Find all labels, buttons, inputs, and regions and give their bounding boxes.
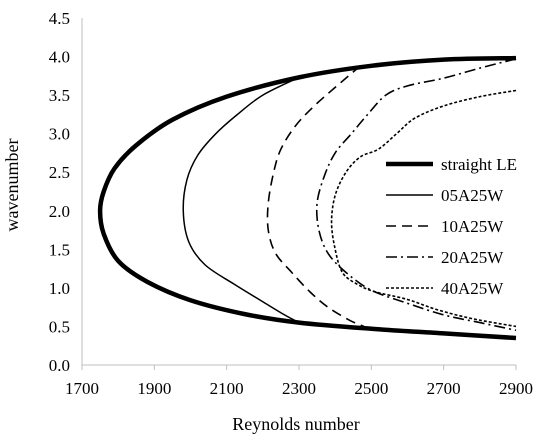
x-axis-title: Reynolds number: [232, 414, 360, 434]
y-tick-label: 0.0: [49, 356, 70, 375]
legend-label-05a25w: 05A25W: [441, 186, 504, 205]
x-tick-label: 2900: [499, 379, 533, 398]
x-tick-label: 1700: [65, 379, 99, 398]
y-tick-label: 3.5: [49, 86, 70, 105]
x-tick-label: 2700: [427, 379, 461, 398]
series-line-40a25w: [330, 89, 517, 328]
x-tick-label: 2300: [282, 379, 316, 398]
x-tick-label: 2100: [210, 379, 244, 398]
y-tick-label: 4.5: [49, 9, 70, 28]
y-tick-label: 0.5: [49, 317, 70, 336]
x-tick-label: 1900: [137, 379, 171, 398]
legend-label-straight-le: straight LE: [441, 155, 517, 174]
y-axis-title: wavenumber: [2, 139, 22, 232]
y-tick-label: 3.0: [49, 125, 70, 144]
legend-label-40a25w: 40A25W: [441, 279, 504, 298]
series-line-20a25w: [315, 58, 517, 332]
y-tick-label: 1.0: [49, 279, 70, 298]
y-tick-label: 2.0: [49, 202, 70, 221]
legend: straight LE 05A25W 10A25W 20A25W 40A25W: [386, 155, 517, 298]
series-line-05a25w: [182, 76, 300, 324]
legend-label-20a25w: 20A25W: [441, 248, 504, 267]
y-tick-label: 4.0: [49, 48, 70, 67]
legend-label-10a25w: 10A25W: [441, 217, 504, 236]
series-line-straight-le: [97, 55, 517, 341]
y-tick-label: 1.5: [49, 240, 70, 259]
x-tick-label: 2500: [354, 379, 388, 398]
series-layer: [97, 55, 517, 341]
series-line-10a25w: [266, 65, 365, 328]
y-tick-label: 2.5: [49, 163, 70, 182]
axes-layer: 1700 1900 2100 2300 2500 2700 2900 0.0 0.5 1.0 1.5…: [49, 9, 533, 398]
